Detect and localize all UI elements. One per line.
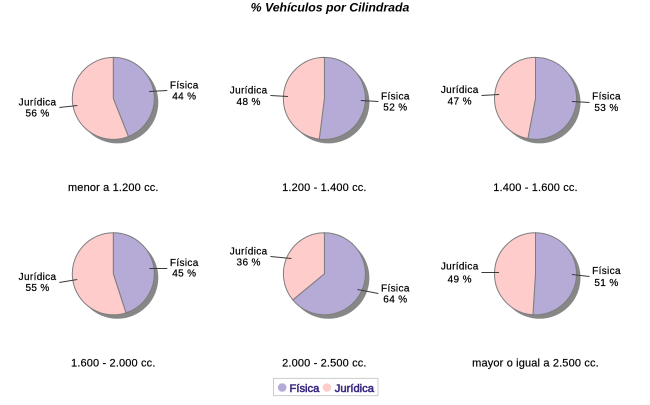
svg-text:mayor o igual a 2.500 cc.: mayor o igual a 2.500 cc. bbox=[472, 357, 599, 369]
svg-text:Física: Física bbox=[592, 266, 621, 277]
svg-text:Jurídica: Jurídica bbox=[441, 261, 479, 272]
svg-text:Jurídica: Jurídica bbox=[441, 85, 479, 96]
svg-text:47 %: 47 % bbox=[448, 97, 472, 108]
svg-text:Jurídica: Jurídica bbox=[230, 85, 268, 96]
svg-text:Física: Física bbox=[170, 258, 199, 269]
svg-text:Física: Física bbox=[290, 383, 321, 395]
svg-text:45 %: 45 % bbox=[172, 269, 196, 280]
svg-text:36 %: 36 % bbox=[237, 258, 261, 269]
svg-text:Jurídica: Jurídica bbox=[230, 247, 268, 258]
svg-text:52 %: 52 % bbox=[383, 103, 407, 114]
svg-text:% Vehículos por Cilindrada: % Vehículos por Cilindrada bbox=[251, 0, 410, 14]
svg-text:Física: Física bbox=[381, 92, 410, 103]
svg-text:53 %: 53 % bbox=[594, 103, 618, 114]
svg-text:56 %: 56 % bbox=[25, 109, 49, 120]
svg-text:55 %: 55 % bbox=[25, 283, 49, 294]
svg-text:Jurídica: Jurídica bbox=[19, 272, 57, 283]
svg-text:2.000 - 2.500 cc.: 2.000 - 2.500 cc. bbox=[282, 357, 367, 369]
svg-text:menor a 1.200 cc.: menor a 1.200 cc. bbox=[68, 182, 159, 194]
svg-text:Física: Física bbox=[592, 92, 621, 103]
svg-text:51 %: 51 % bbox=[594, 278, 618, 289]
svg-text:64 %: 64 % bbox=[383, 294, 407, 305]
svg-text:1.600 - 2.000 cc.: 1.600 - 2.000 cc. bbox=[71, 357, 156, 369]
svg-text:1.200 - 1.400 cc.: 1.200 - 1.400 cc. bbox=[282, 182, 367, 194]
svg-text:Jurídica: Jurídica bbox=[19, 97, 57, 108]
svg-text:1.400 - 1.600 cc.: 1.400 - 1.600 cc. bbox=[493, 182, 578, 194]
svg-text:Física: Física bbox=[381, 284, 410, 295]
svg-text:44 %: 44 % bbox=[172, 92, 196, 103]
svg-text:Jurídica: Jurídica bbox=[335, 383, 375, 395]
svg-text:Física: Física bbox=[170, 81, 199, 92]
svg-text:49 %: 49 % bbox=[448, 274, 472, 285]
svg-text:48 %: 48 % bbox=[237, 97, 261, 108]
